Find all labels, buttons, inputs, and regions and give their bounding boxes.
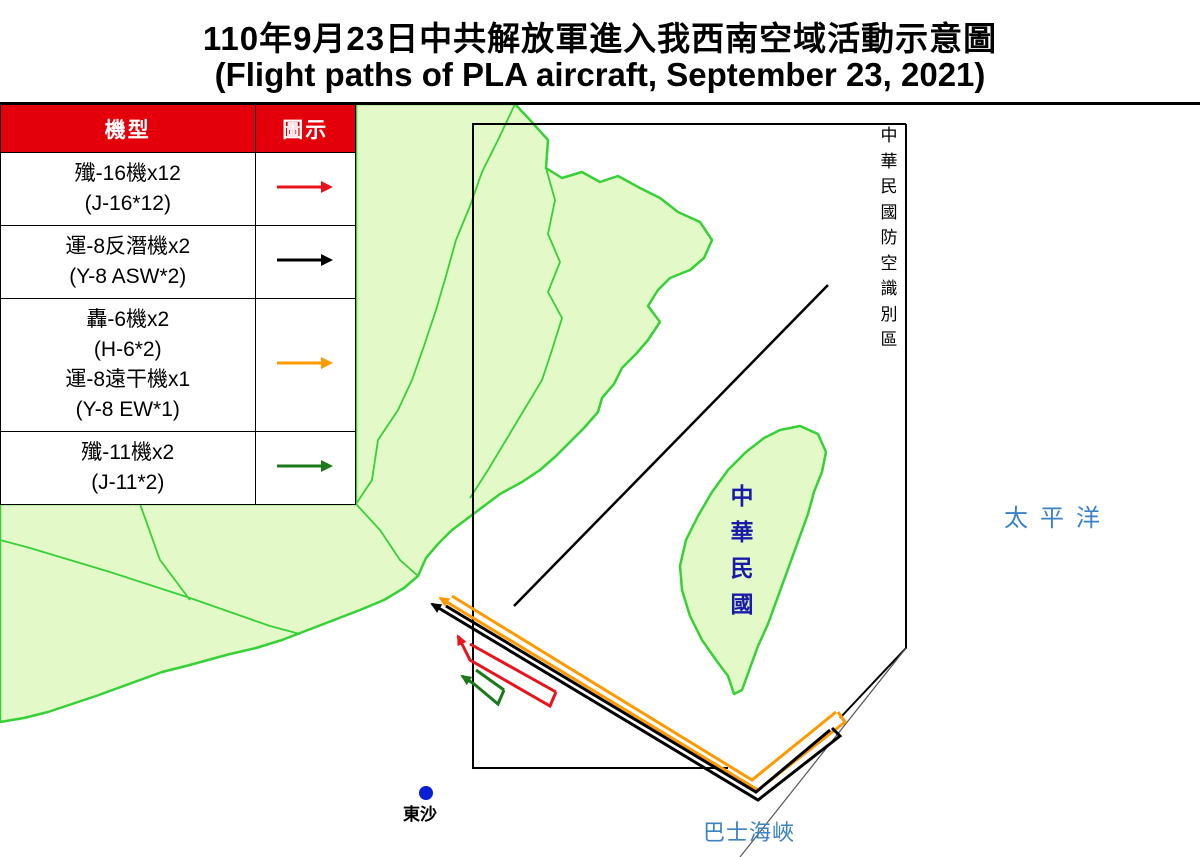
legend-row-h6-y8ew: 轟-6機x2 (H-6*2) 運-8遠干機x1 (Y-8 EW*1) (0, 298, 357, 432)
adiz-label-char: 華 (880, 151, 898, 172)
legend-aircraft-zh: 運-8遠干機x1 (65, 368, 191, 391)
legend-row-y8-asw: 運-8反潛機x2 (Y-8 ASW*2) (0, 225, 357, 299)
red-flight-path (456, 634, 558, 709)
legend-aircraft-en: (Y-8 ASW*2) (69, 265, 187, 288)
province-border (0, 539, 301, 635)
green-arrow-icon (277, 459, 334, 472)
legend-symbol-cell (254, 225, 357, 299)
legend-row-j11: 殲-11機x2 (J-11*2) (0, 431, 357, 505)
province-border (139, 503, 191, 601)
legend-symbol-cell (254, 431, 357, 505)
adiz-label-char: 中 (880, 126, 898, 146)
adiz-label-char: 空 (880, 253, 898, 274)
adiz-label-char: 區 (880, 330, 898, 350)
red-arrow-icon (277, 180, 334, 193)
legend-type-cell: 殲-16機x12 (J-16*12) (0, 152, 256, 226)
province-border (355, 503, 419, 577)
legend-type-cell: 殲-11機x2 (J-11*2) (0, 431, 256, 505)
black-flight-path (430, 602, 843, 802)
adiz-label-char: 防 (880, 228, 898, 248)
adiz-label-char: 識 (880, 279, 898, 299)
legend-aircraft-zh: 轟-6機x2 (86, 308, 170, 331)
roc-label-char: 中 (730, 483, 754, 510)
adiz-boundary-diagonal (739, 647, 907, 857)
legend-aircraft-zh: 殲-16機x12 (74, 162, 181, 185)
median-line (513, 284, 829, 607)
bashi-channel-label: 巴士海峽 (703, 821, 796, 846)
legend-header-row: 機型 圖示 (0, 104, 357, 153)
page-title-chinese: 110年9月23日中共解放軍進入我西南空域活動示意圖 (202, 20, 998, 57)
legend-table: 機型 圖示 殲-16機x12 (J-16*12) 運-8反潛機x2 (Y-8 A… (0, 104, 357, 505)
black-arrow-icon (277, 253, 334, 266)
legend-col-type: 機型 (0, 104, 256, 153)
green-flight-path-leg (475, 668, 505, 692)
adiz-label-char: 民 (880, 177, 898, 197)
mainland-china-landmass (0, 102, 714, 724)
legend-aircraft-en: (H-6*2) (93, 338, 162, 361)
legend-row-j16: 殲-16機x12 (J-16*12) (0, 152, 357, 226)
legend-aircraft-zh: 運-8反潛機x2 (65, 235, 191, 258)
header-divider (0, 102, 1200, 105)
header: 110年9月23日中共解放軍進入我西南空域活動示意圖 (Flight paths… (0, 0, 1200, 105)
black-flight-path-leg (445, 604, 831, 794)
dongsha-marker (419, 786, 433, 800)
adiz-label: 中 華 民 國 防 空 識 別 區 (877, 124, 901, 354)
page-title-english: (Flight paths of PLA aircraft, September… (214, 56, 986, 93)
taiwan-island (678, 424, 828, 696)
legend-aircraft-zh: 殲-11機x2 (81, 441, 175, 464)
adiz-label-char: 國 (880, 202, 898, 223)
orange-flight-path (438, 596, 848, 792)
legend-symbol-cell (254, 298, 357, 432)
legend-type-cell: 運-8反潛機x2 (Y-8 ASW*2) (0, 225, 256, 299)
roc-label-char: 國 (730, 591, 754, 618)
legend-aircraft-en: (J-11*2) (91, 471, 165, 494)
legend-col-symbol: 圖示 (254, 104, 357, 153)
roc-label: 中 華 民 國 (722, 479, 762, 623)
orange-arrow-icon (277, 356, 334, 369)
province-border (469, 167, 563, 499)
red-flight-path-leg (469, 642, 557, 694)
dongsha-label: 東沙 (403, 805, 437, 825)
legend-symbol-cell (254, 152, 357, 226)
legend-aircraft-en: (J-16*12) (84, 192, 171, 215)
legend-type-cell: 轟-6機x2 (H-6*2) 運-8遠干機x1 (Y-8 EW*1) (0, 298, 256, 432)
legend-aircraft-en: (Y-8 EW*1) (75, 398, 180, 421)
province-border (355, 103, 516, 505)
pacific-ocean-label: 太平洋 (1004, 504, 1112, 532)
adiz-boundary (472, 123, 906, 769)
roc-label-char: 華 (730, 519, 754, 546)
orange-flight-path-leg (451, 594, 837, 782)
roc-label-char: 民 (730, 555, 754, 582)
green-flight-path (460, 674, 506, 707)
adiz-label-char: 別 (880, 304, 898, 325)
